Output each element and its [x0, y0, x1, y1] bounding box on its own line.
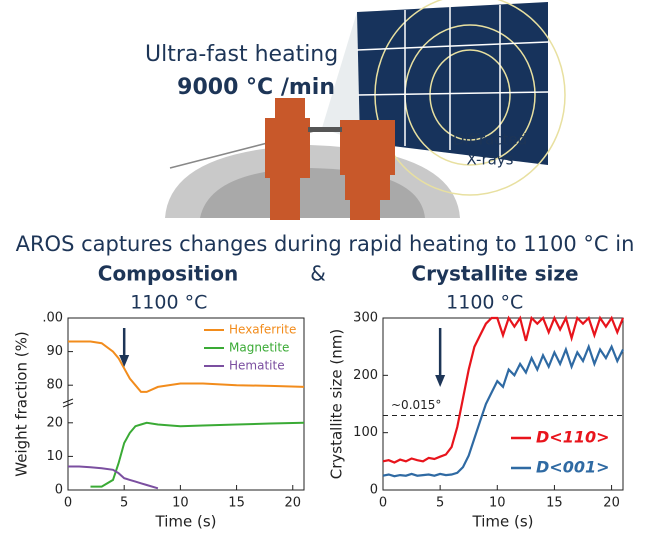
series-line — [382, 343, 624, 478]
x-axis-label: Time (s) — [155, 513, 217, 531]
y-tick-label: 100 — [353, 425, 378, 440]
arrow-head — [435, 375, 446, 387]
headline-right: Crystallite size — [411, 262, 578, 286]
sample — [308, 127, 342, 132]
legend-label: D<110> — [536, 428, 610, 447]
y-axis-label: Weight fraction (%) — [13, 331, 31, 476]
annotation-label: 1100 °C — [446, 292, 523, 314]
x-tick-label: 10 — [172, 496, 189, 511]
x-tick-label: 15 — [228, 496, 245, 511]
headline: AROS captures changes during rapid heati… — [16, 232, 635, 256]
arrow-head — [119, 355, 130, 367]
y-tick-label: 200 — [353, 368, 378, 383]
x-tick-label: 5 — [436, 496, 444, 511]
axis-break — [62, 398, 74, 408]
x-tick-label: 0 — [64, 496, 72, 511]
y-tick-label: 20 — [46, 415, 63, 430]
detector-grid — [356, 5, 549, 156]
series-line — [68, 465, 159, 490]
y-axis-label: Crystallite size (nm) — [328, 329, 346, 479]
illustration — [165, 0, 566, 220]
heater — [265, 98, 395, 220]
annotation-label: 1100 °C — [130, 292, 207, 314]
x-tick-label: 20 — [603, 496, 620, 511]
legend-label: Magnetite — [229, 341, 289, 355]
xray-label: X-rays — [467, 151, 514, 169]
series-line — [382, 314, 625, 464]
x-tick-label: 15 — [546, 496, 563, 511]
x-tick-label: 5 — [120, 496, 128, 511]
heating-label: Ultra-fast heating — [145, 42, 338, 67]
y-tick-label: 90 — [46, 344, 63, 359]
y-tick-label: 0 — [55, 483, 63, 498]
series-line — [68, 340, 305, 393]
headline-joiner: & — [310, 262, 326, 286]
y-tick-label: 80 — [46, 378, 63, 393]
y-tick-label: 300 — [353, 311, 378, 326]
plot-frame — [67, 317, 305, 491]
x-tick-label: 0 — [379, 496, 387, 511]
y-tick-label: 10 — [46, 449, 63, 464]
heating-rate: 9000 °C /min — [177, 75, 335, 100]
x-axis-label: Time (s) — [472, 513, 534, 531]
y-tick-label: .00 — [42, 311, 63, 326]
x-tick-label: 10 — [489, 496, 506, 511]
y-tick-label: 0 — [370, 483, 378, 498]
x-tick-label: 20 — [284, 496, 301, 511]
headline-left: Composition — [98, 262, 238, 286]
series-line — [90, 421, 305, 488]
xray-label: Diffracted — [453, 131, 527, 149]
legend-label: Hexaferrite — [229, 323, 296, 337]
legend-label: D<001> — [536, 458, 610, 477]
reference-label: ~0.015° — [391, 398, 441, 412]
plot-frame — [382, 317, 624, 491]
legend-label: Hematite — [229, 359, 285, 373]
